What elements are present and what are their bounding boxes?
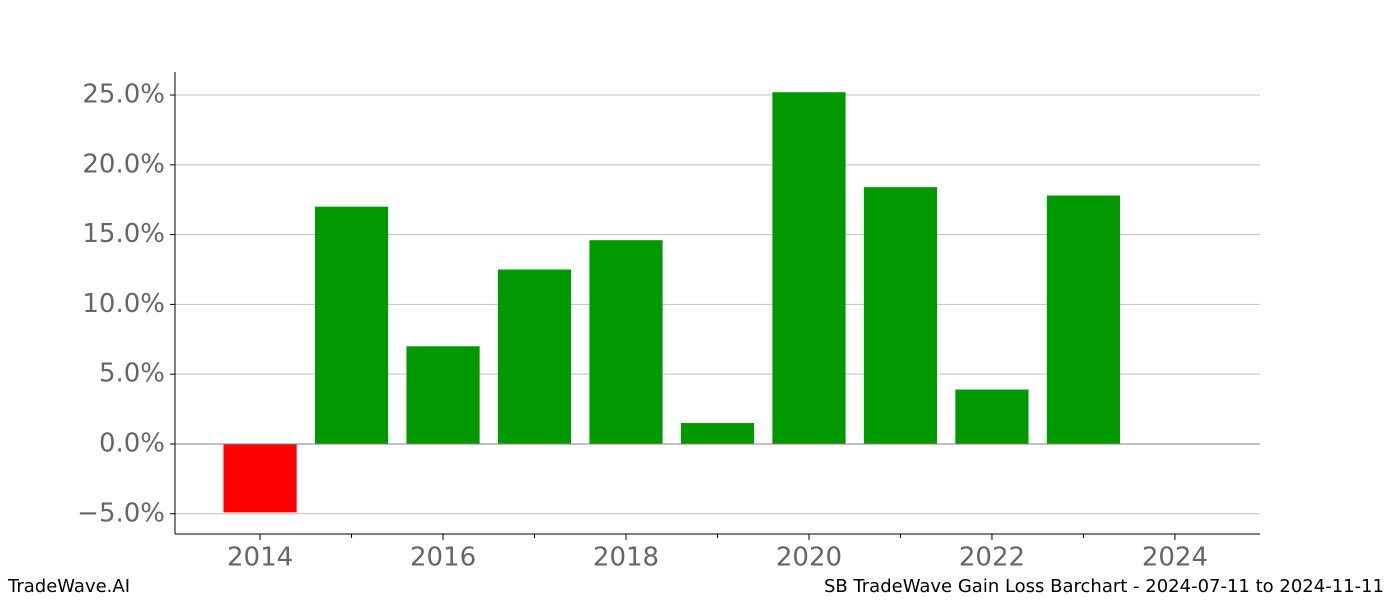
y-tick-label: −5.0% (77, 498, 165, 528)
bar (680, 423, 755, 444)
x-tick-label: 2018 (593, 543, 659, 573)
bar (772, 92, 846, 444)
footer-right: SB TradeWave Gain Loss Barchart - 2024-0… (824, 576, 1384, 597)
x-tick-label: 2016 (410, 543, 476, 573)
y-tick-label: 5.0% (99, 359, 165, 389)
y-tick-label: 10.0% (82, 289, 165, 319)
y-tick-label: 20.0% (82, 149, 165, 179)
x-tick-label: 2014 (227, 543, 293, 573)
y-tick-label: 0.0% (99, 428, 165, 458)
y-tick-label: 15.0% (82, 219, 165, 249)
x-tick-label: 2020 (776, 543, 842, 573)
y-tick-label: 25.0% (82, 80, 165, 110)
footer-left: TradeWave.AI (7, 576, 130, 597)
bar (589, 240, 663, 444)
bar (1046, 195, 1121, 444)
x-tick-label: 2024 (1142, 543, 1208, 573)
bar (497, 269, 572, 444)
bar (863, 187, 938, 444)
bar (223, 443, 297, 513)
x-tick-label: 2022 (959, 543, 1025, 573)
bar (955, 389, 1029, 444)
bar (314, 206, 389, 444)
bar (406, 346, 480, 444)
